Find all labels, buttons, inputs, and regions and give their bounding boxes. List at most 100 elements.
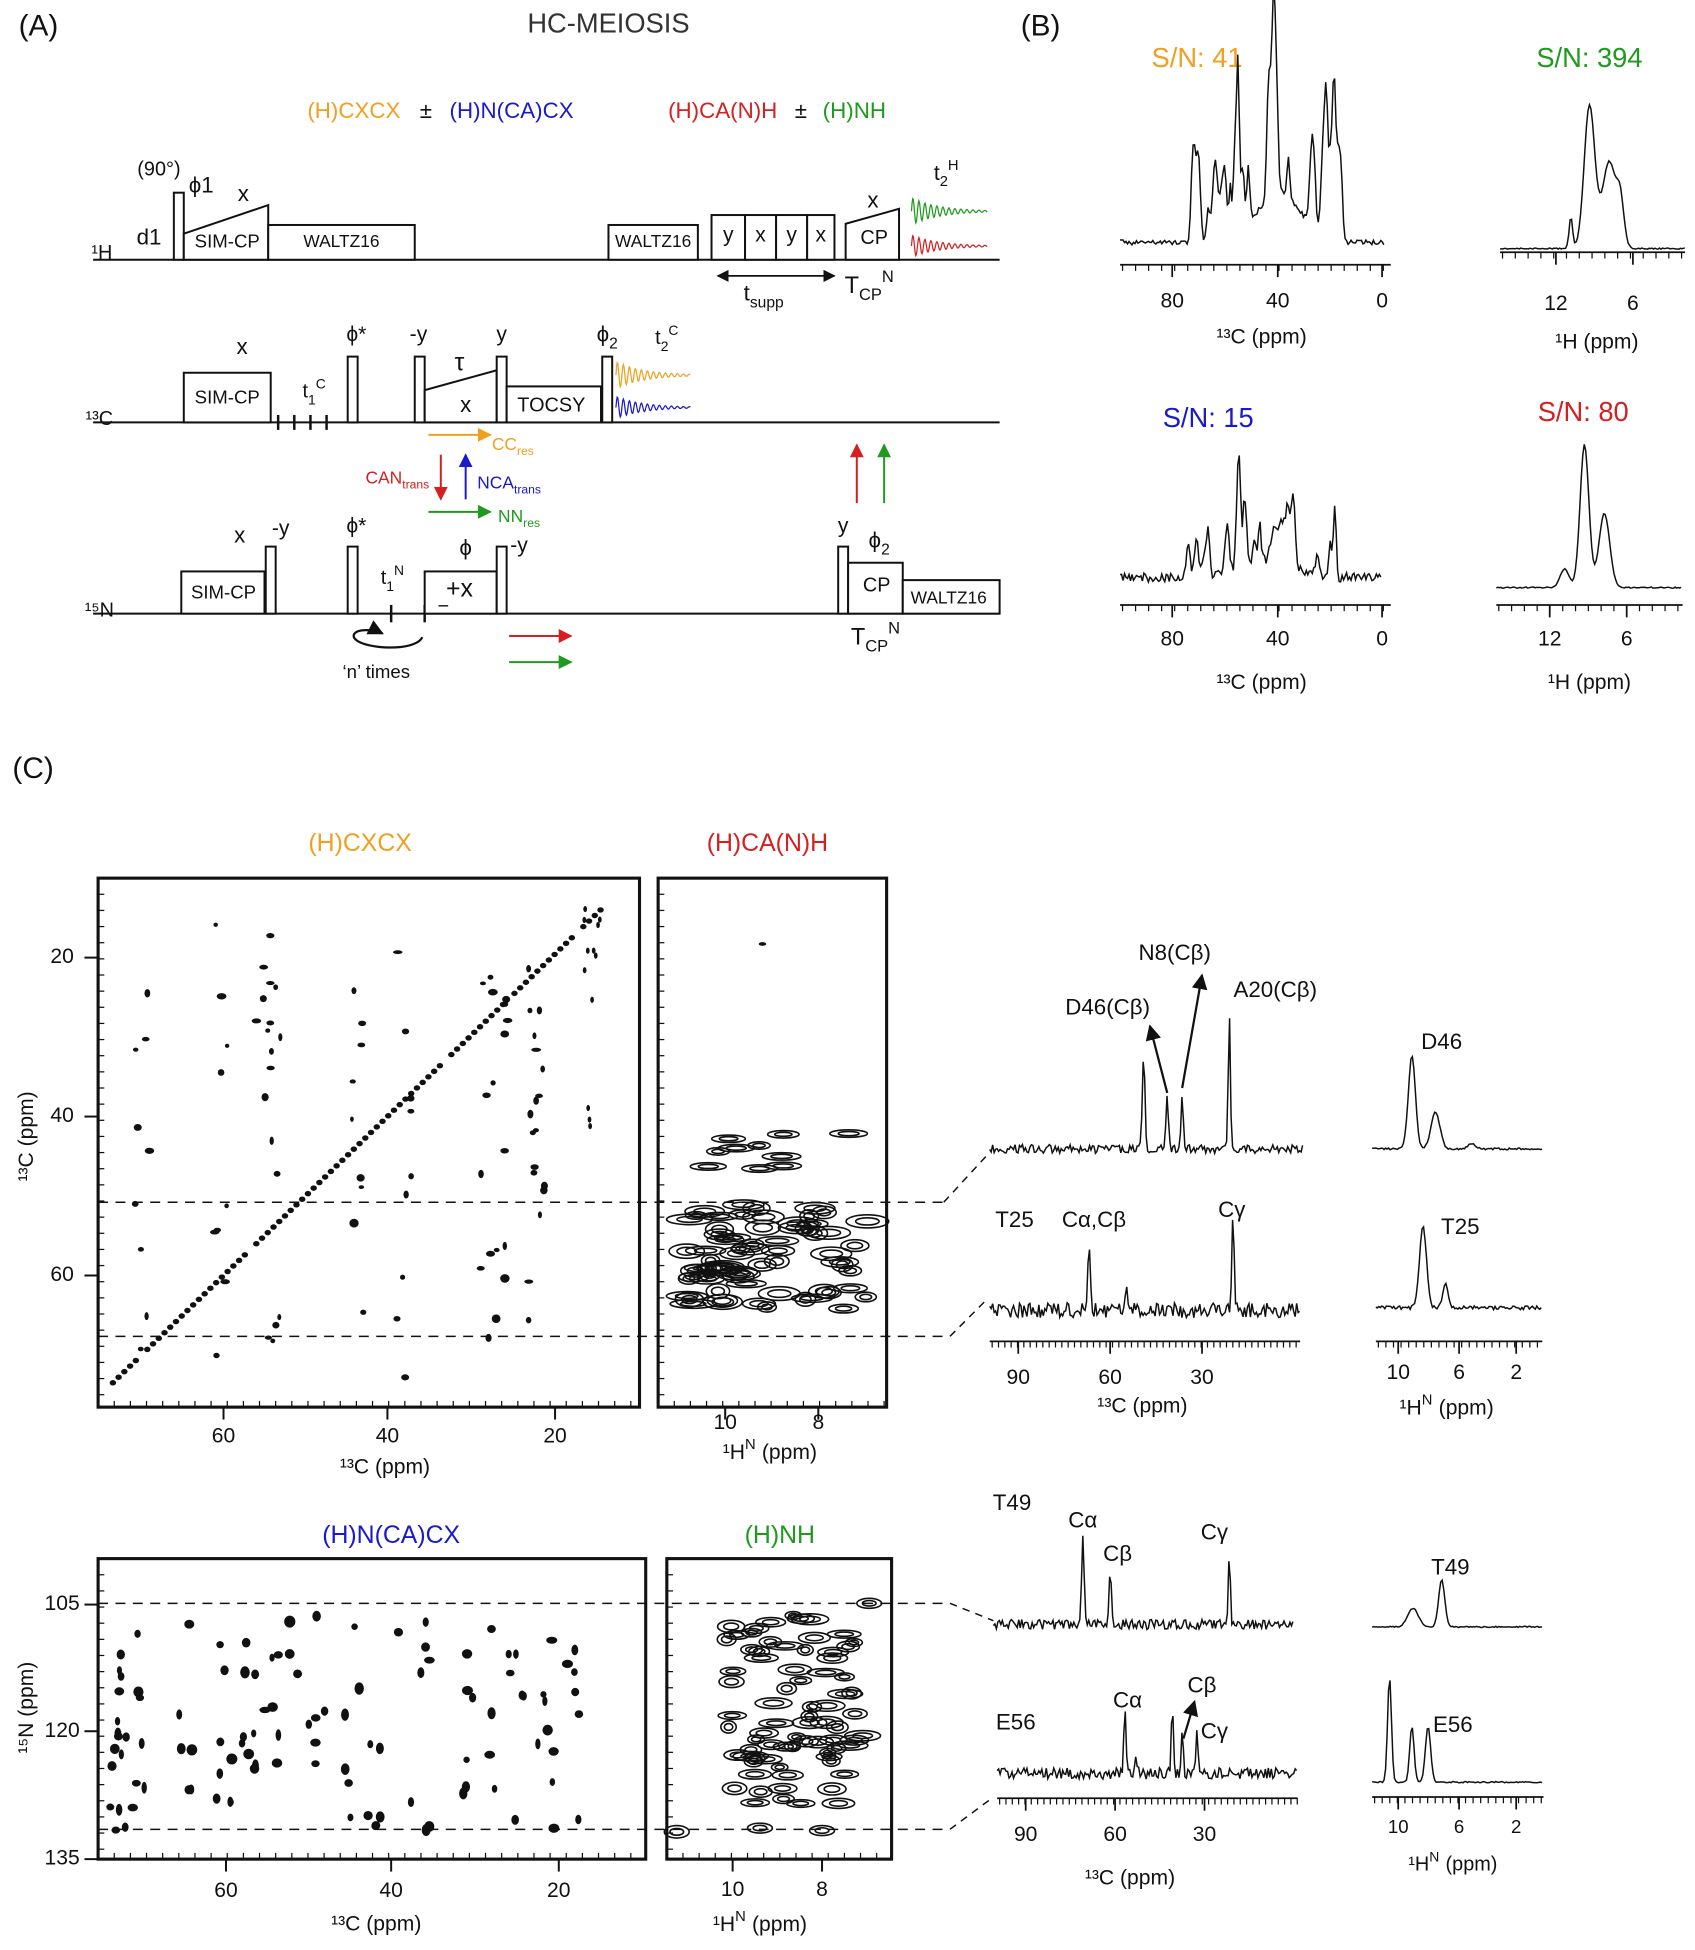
- peak: [591, 912, 599, 919]
- contour: [767, 1782, 798, 1795]
- spectrum: [996, 1711, 1298, 1782]
- contour: [817, 1782, 847, 1796]
- peak: [424, 1656, 435, 1664]
- nucleus: ¹⁵N: [85, 599, 114, 621]
- peak: [545, 957, 553, 963]
- peak: [513, 1649, 519, 1659]
- peak: [117, 1672, 125, 1681]
- contour: [719, 1666, 747, 1677]
- peak: [356, 1174, 365, 1182]
- peak: [487, 1707, 496, 1720]
- tick-label: 6: [1627, 292, 1639, 315]
- spectrum: [1500, 102, 1685, 251]
- decoupling: [607, 223, 699, 261]
- label: TCPN: [845, 268, 894, 304]
- label-part: ¹H: [713, 1913, 735, 1936]
- contour: [814, 1669, 837, 1676]
- contour: [821, 1288, 837, 1297]
- contour: [828, 1129, 869, 1139]
- decoupling: [267, 223, 416, 261]
- peak: [549, 1778, 556, 1786]
- label: y: [838, 514, 849, 537]
- label: t2H: [934, 158, 959, 190]
- contour: [802, 1225, 829, 1242]
- peak: [385, 1113, 392, 1119]
- tick-label: 60: [1098, 1366, 1121, 1389]
- peak: [220, 1279, 230, 1285]
- contour: [745, 1770, 765, 1778]
- peak: [259, 995, 267, 1003]
- peak: [201, 1291, 208, 1297]
- peak: [278, 1033, 283, 1042]
- peak: [575, 1814, 582, 1825]
- peak: [375, 1811, 385, 1823]
- experiment: ±: [420, 98, 432, 123]
- peak: [487, 1625, 496, 1634]
- peak: [344, 1779, 353, 1787]
- label-part: N: [394, 562, 404, 578]
- panel-label: (A): [19, 9, 59, 42]
- peak: [403, 1190, 409, 1199]
- peak: [273, 984, 279, 991]
- contour: [830, 1723, 845, 1732]
- label: E56: [1433, 1712, 1473, 1737]
- contour: [751, 1212, 776, 1222]
- peak: [557, 946, 564, 952]
- contour: [797, 1631, 832, 1644]
- contour: [744, 1752, 766, 1765]
- label-part: t: [655, 327, 661, 349]
- peak: [186, 1744, 198, 1756]
- peak: [272, 1321, 280, 1329]
- label: ‘n’ times: [342, 661, 410, 682]
- label-part: CAN: [366, 467, 403, 487]
- contour: [854, 1216, 880, 1226]
- peak: [421, 1824, 431, 1837]
- peak: [273, 1170, 281, 1177]
- contour: [777, 1663, 813, 1676]
- peak: [371, 1821, 381, 1830]
- contour: [708, 1213, 731, 1220]
- contour: [747, 1645, 771, 1658]
- contour: [752, 1222, 774, 1233]
- pulse: [601, 355, 614, 424]
- spectrum: [1371, 1054, 1543, 1151]
- peak: [590, 996, 594, 1003]
- contour: [843, 1729, 882, 1742]
- label: x: [816, 224, 827, 247]
- peak: [516, 985, 524, 991]
- label: NCAtrans: [477, 472, 541, 497]
- peak: [144, 1346, 151, 1353]
- contour: [815, 1285, 842, 1300]
- peak: [176, 1709, 183, 1720]
- peak: [111, 1826, 121, 1834]
- tick-label: 80: [1160, 290, 1183, 313]
- tick-label: 90: [1007, 1366, 1030, 1389]
- label-part: (ppm): [1446, 1854, 1498, 1876]
- peak: [321, 1174, 329, 1180]
- peak: [126, 1363, 134, 1369]
- peak: [482, 1018, 490, 1024]
- peak: [212, 1793, 221, 1804]
- label-part: 2: [661, 338, 669, 354]
- label-part: res: [523, 516, 540, 530]
- peak: [141, 1781, 147, 1794]
- experiment: (H)CA(N)H: [668, 98, 777, 123]
- peak: [527, 1007, 533, 1014]
- peak: [583, 905, 588, 913]
- contour: [776, 1681, 798, 1696]
- label: NNres: [498, 505, 540, 530]
- peak: [571, 1687, 580, 1697]
- peak: [312, 1610, 321, 1622]
- peak: [511, 990, 518, 997]
- peak: [266, 981, 275, 986]
- peak: [189, 1302, 197, 1308]
- axis-label: ¹⁵N (ppm): [15, 1662, 38, 1754]
- peak: [484, 1750, 496, 1759]
- peak: [491, 1784, 498, 1793]
- contour: [825, 1720, 849, 1735]
- peak: [479, 981, 486, 986]
- contour: [737, 1768, 773, 1780]
- tick-label: 40: [50, 1104, 73, 1127]
- plot-frame: [656, 876, 889, 1409]
